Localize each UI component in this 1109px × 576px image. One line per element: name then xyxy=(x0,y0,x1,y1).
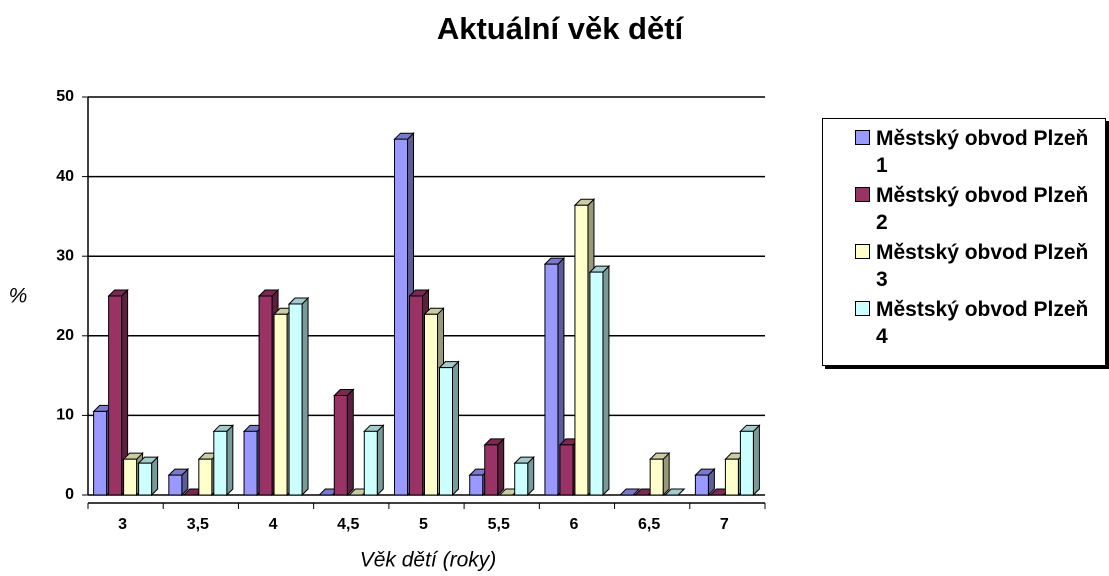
x-tick-label: 6 xyxy=(569,516,578,533)
bar xyxy=(694,474,709,496)
legend-item: Městský obvod Plzeň 2 xyxy=(833,182,1105,236)
y-tick-label: 10 xyxy=(56,407,74,424)
x-tick-label: 5,5 xyxy=(488,516,510,533)
bar xyxy=(589,271,604,496)
bar xyxy=(168,474,183,496)
x-tick-label: 6,5 xyxy=(638,516,660,533)
bar xyxy=(484,444,499,496)
bar xyxy=(394,138,408,496)
x-tick-label: 7 xyxy=(720,516,729,533)
bar xyxy=(213,430,228,496)
bar xyxy=(649,458,664,496)
bar xyxy=(424,313,438,496)
y-axis-label: % xyxy=(9,285,28,308)
x-tick-label: 5 xyxy=(419,516,428,533)
bar xyxy=(243,430,258,496)
bar-top xyxy=(618,488,641,496)
legend-item: Městský obvod Plzeň 1 xyxy=(833,125,1105,179)
bar xyxy=(108,295,123,496)
bar xyxy=(198,458,213,496)
x-tick-label: 4 xyxy=(269,516,278,533)
bar xyxy=(439,367,453,496)
legend-label: Městský obvod Plzeň 3 xyxy=(876,241,1089,291)
legend-item: Městský obvod Plzeň 4 xyxy=(833,296,1105,350)
bar xyxy=(138,462,153,496)
bar xyxy=(333,395,348,496)
bar-side xyxy=(376,424,384,497)
bar xyxy=(514,462,529,496)
bar xyxy=(544,263,559,496)
legend-swatch xyxy=(855,130,870,145)
bar-side xyxy=(752,424,760,497)
bar xyxy=(273,313,288,496)
bar xyxy=(93,410,108,496)
bar xyxy=(469,474,484,496)
bar-side xyxy=(452,360,459,497)
y-tick-label: 30 xyxy=(56,247,74,264)
bar xyxy=(288,303,303,496)
x-tick-label: 3 xyxy=(118,516,127,533)
legend-swatch xyxy=(855,244,870,259)
legend-swatch xyxy=(855,187,870,202)
legend-label: Městský obvod Plzeň 4 xyxy=(876,298,1089,348)
bar xyxy=(739,430,754,496)
legend-label: Městský obvod Plzeň 1 xyxy=(876,127,1089,177)
y-tick-label: 50 xyxy=(56,88,74,105)
bar xyxy=(363,430,378,496)
legend-swatch xyxy=(855,301,870,316)
bar-top xyxy=(663,488,686,496)
bar-side xyxy=(301,296,309,497)
bar-side xyxy=(662,451,670,497)
bar xyxy=(559,444,574,496)
chart-title: Aktuální věk dětí xyxy=(437,11,685,46)
bar xyxy=(258,295,273,496)
bar xyxy=(724,458,739,496)
y-tick-label: 40 xyxy=(56,168,74,185)
bar xyxy=(409,295,423,496)
legend-item: Městský obvod Plzeň 3 xyxy=(833,239,1105,293)
y-tick-label: 20 xyxy=(56,327,74,344)
bar-side xyxy=(346,388,354,497)
legend: Městský obvod Plzeň 1 Městský obvod Plzeň… xyxy=(822,118,1106,366)
x-tick-label: 4,5 xyxy=(337,516,359,533)
y-tick-label: 0 xyxy=(65,486,74,503)
bar-side xyxy=(497,437,505,497)
bar-side xyxy=(226,424,234,497)
bar xyxy=(123,458,138,496)
legend-label: Městský obvod Plzeň 2 xyxy=(876,184,1089,234)
bar xyxy=(574,204,589,496)
x-tick-label: 3,5 xyxy=(187,516,209,533)
x-axis-label: Věk dětí (roky) xyxy=(360,549,497,572)
bar-side xyxy=(602,264,610,497)
